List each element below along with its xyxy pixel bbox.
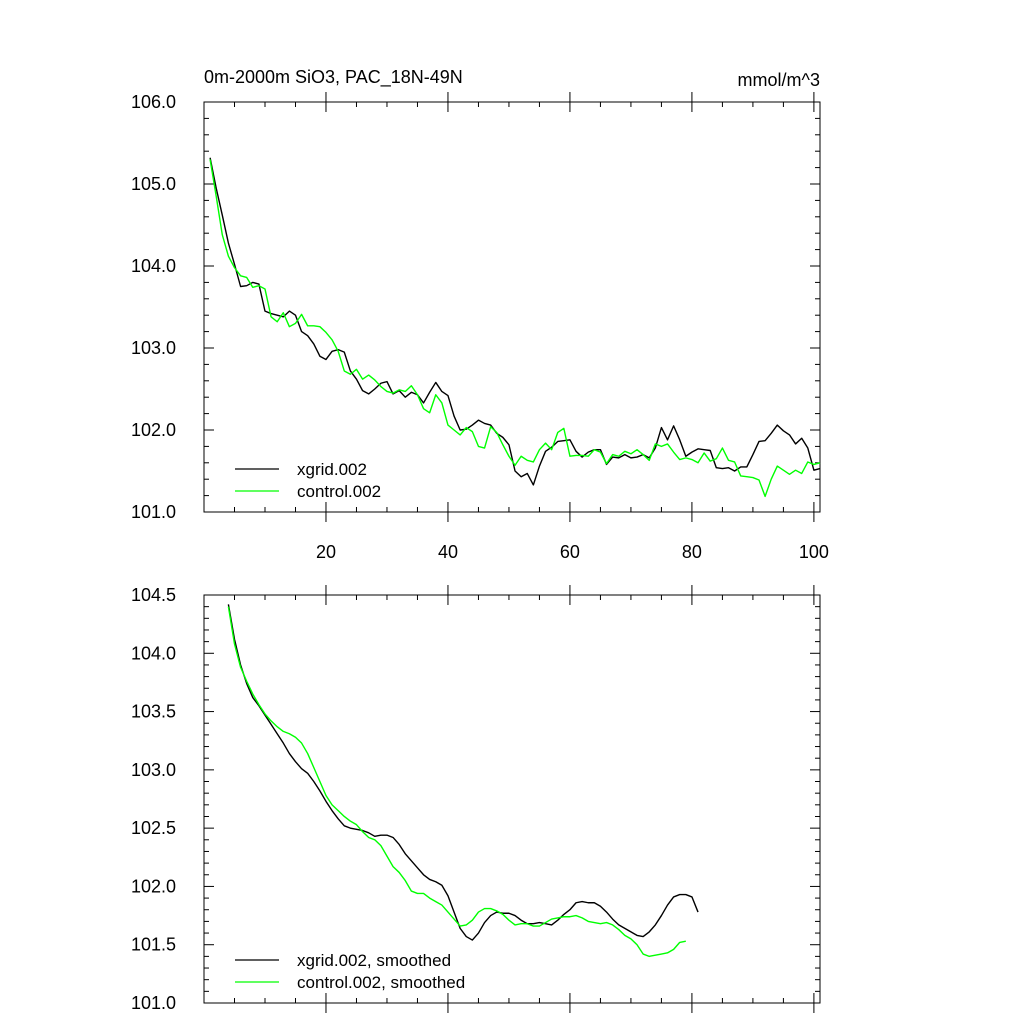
top-ytick-label: 104.0 (131, 256, 176, 276)
bottom-ytick-label: 103.5 (131, 702, 176, 722)
bottom-ytick-label: 101.5 (131, 935, 176, 955)
top-ytick-label: 102.0 (131, 420, 176, 440)
top-ticks: 101.0 102.0 103.0 104.0 105.0 106.0 20 40 60 80 10… (131, 92, 829, 562)
top-chart-title: 0m-2000m SiO3, PAC_18N-49N (204, 67, 463, 88)
legend-label-control: control.002 (297, 482, 381, 501)
bottom-ytick-label: 104.5 (131, 585, 176, 605)
bottom-ytick-label: 102.0 (131, 876, 176, 896)
top-series-xgrid-002 (209, 157, 821, 486)
bottom-legend: xgrid.002, smoothed control.002, smoothe… (235, 951, 465, 992)
top-panel: 0m-2000m SiO3, PAC_18N-49N mmol/m^3 101.… (131, 67, 829, 562)
legend-label-xgrid-smoothed: xgrid.002, smoothed (297, 951, 451, 970)
top-ytick-label: 103.0 (131, 338, 176, 358)
top-chart-units: mmol/m^3 (738, 70, 820, 90)
top-xtick-label: 40 (438, 542, 458, 562)
bottom-plot-frame (203, 594, 821, 1004)
bottom-series-group (227, 604, 699, 958)
top-xtick-label: 60 (560, 542, 580, 562)
bottom-ytick-label: 104.0 (131, 643, 176, 663)
bottom-ytick-label: 103.0 (131, 760, 176, 780)
legend-label-control-smoothed: control.002, smoothed (297, 973, 465, 992)
top-legend: xgrid.002 control.002 (235, 460, 381, 501)
bottom-series-xgrid-002-smoothed (227, 604, 699, 941)
top-series-control-002 (209, 159, 821, 498)
top-xtick-label: 100 (799, 542, 829, 562)
top-xtick-label: 20 (316, 542, 336, 562)
bottom-ytick-label: 101.0 (131, 993, 176, 1013)
bottom-ticks: 101.0 101.5 102.0 102.5 103.0 103.5 104.0 104.5 (131, 585, 820, 1013)
top-ytick-label: 106.0 (131, 92, 176, 112)
top-plot-frame (203, 101, 821, 513)
top-ytick-label: 101.0 (131, 502, 176, 522)
top-ytick-label: 105.0 (131, 174, 176, 194)
bottom-panel: 101.0 101.5 102.0 102.5 103.0 103.5 104.0 104.5… (131, 585, 821, 1013)
top-xtick-label: 80 (682, 542, 702, 562)
bottom-series-control-002-smoothed (227, 606, 686, 958)
bottom-ytick-label: 102.5 (131, 818, 176, 838)
top-series-group (209, 157, 821, 498)
legend-label-xgrid: xgrid.002 (297, 460, 367, 479)
